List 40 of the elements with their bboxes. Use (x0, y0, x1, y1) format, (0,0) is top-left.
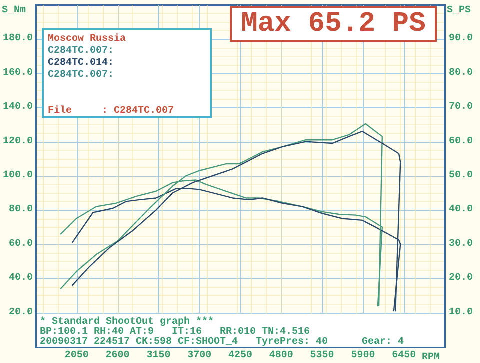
annotation: C284TC.007: (48, 46, 114, 57)
x-tick-label: 3700 (188, 350, 212, 362)
annotation: File : C284TC.007 (48, 106, 174, 117)
y-tick-label: 80.0 (8, 204, 34, 216)
annotation: C284TC.007: (48, 70, 114, 81)
y2-tick-label: 70.0 (449, 102, 474, 114)
title-frame: Max 65.2 PS (230, 6, 437, 42)
x-tick-label: 3150 (146, 350, 171, 362)
y-tick-label: 140.0 (2, 102, 34, 114)
y2-tick-label: 10.0 (449, 307, 474, 318)
y-tick-label: 20.0 (8, 307, 34, 318)
annotation: Moscow Russia (48, 34, 126, 45)
x-tick-label: 5900 (351, 350, 376, 362)
y2-tick-label: 80.0 (449, 68, 474, 79)
x-tick-label: 6450 (392, 350, 416, 362)
y-tick-label: 160.0 (2, 68, 34, 79)
y-tick-label: 120.0 (2, 136, 34, 148)
x-tick-label: 5350 (310, 350, 334, 362)
y2-tick-label: 90.0 (449, 34, 474, 45)
y-tick-label: 100.0 (2, 170, 34, 182)
annotation: BP:100.1 RH:40 AT:9 IT:16 RR:010 TN:4.516 (40, 327, 310, 338)
x-tick-label: 2600 (106, 350, 130, 362)
annotation: C284TC.014: (48, 58, 114, 69)
x-tick-label: 2050 (64, 350, 89, 362)
y-tick-label: 40.0 (8, 273, 34, 284)
annotation: 20090317 224517 CK:598 CF:SHOOT_4 TyrePres: 40 (40, 337, 328, 348)
x-tick-label: 4250 (228, 350, 253, 362)
x-axis-title: RPM (422, 352, 440, 363)
y2-tick-label: 30.0 (449, 238, 474, 250)
y2-tick-label: 50.0 (449, 170, 474, 182)
annotation: Gear: 4 (362, 337, 404, 348)
y2-tick-label: 60.0 (449, 136, 474, 148)
y2-tick-label: 40.0 (449, 204, 474, 216)
y2-axis-title: S_PS (447, 6, 472, 16)
y-axis-title: S_Nm (2, 6, 26, 16)
y-tick-label: 180.0 (2, 34, 34, 45)
y-tick-label: 60.0 (8, 238, 34, 250)
annotation: * Standard ShootOut graph *** (40, 317, 214, 328)
x-tick-label: 4800 (269, 350, 294, 362)
y2-tick-label: 20.0 (449, 273, 474, 284)
